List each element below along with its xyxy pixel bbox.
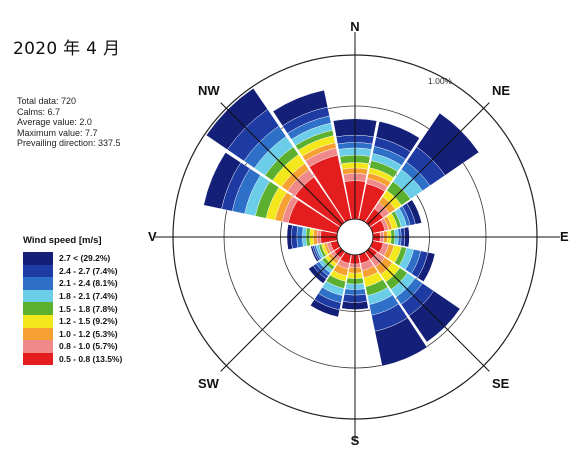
legend-swatch — [23, 302, 53, 315]
chart-title: 2020 年 4 月 — [13, 39, 121, 59]
direction-label-e: E — [560, 229, 569, 244]
legend-item: 0.5 - 0.8 (13.5%) — [23, 352, 123, 366]
legend-swatch — [23, 352, 53, 366]
legend-label: 2.7 < (29.2%) — [59, 253, 111, 264]
legend-item: 2.1 - 2.4 (8.1%) — [23, 277, 122, 290]
legend-swatch — [23, 314, 53, 328]
legend-label: 1.0 - 1.2 (5.3%) — [59, 328, 118, 339]
legend-label: 2.4 - 2.7 (7.4%) — [59, 265, 118, 276]
legend-label: 1.2 - 1.5 (9.2%) — [59, 316, 118, 327]
stat-maximum: Maximum value: 7.7 — [17, 127, 98, 138]
legend-swatch — [23, 289, 53, 303]
direction-label-sw: SW — [198, 376, 220, 391]
polar-axes — [155, 32, 560, 442]
legend-item: 1.0 - 1.2 (5.3%) — [23, 327, 122, 341]
stat-calms: Calms: 6.7 — [17, 106, 61, 117]
sector-wnw-bin-0 — [288, 199, 356, 238]
legend-swatch — [23, 340, 53, 353]
stats-block: Total data: 720 Calms: 6.7 Average value… — [17, 96, 121, 149]
legend-item: 1.5 - 1.8 (7.8%) — [23, 302, 122, 315]
legend-item: 1.2 - 1.5 (9.2%) — [23, 314, 122, 328]
direction-label-s: S — [351, 433, 360, 448]
legend-title: Wind speed [m/s] — [23, 235, 102, 246]
legend-swatch — [23, 277, 53, 290]
direction-label-se: SE — [492, 376, 510, 391]
legend-label: 0.8 - 1.0 (5.7%) — [59, 341, 118, 352]
direction-label-nw: NW — [198, 83, 220, 98]
legend-item: 1.8 - 2.1 (7.4%) — [23, 289, 122, 303]
direction-label-w: V — [148, 229, 157, 244]
legend-swatch — [23, 252, 53, 265]
ring-label: 1.00% — [428, 76, 453, 86]
legend: 2.7 < (29.2%) 2.4 - 2.7 (7.4%) 2.1 - 2.4 (… — [23, 252, 123, 366]
legend-swatch — [23, 327, 53, 341]
sector-nnw-bin-0 — [308, 154, 356, 238]
legend-label: 1.8 - 2.1 (7.4%) — [59, 291, 118, 302]
direction-label-ne: NE — [492, 83, 510, 98]
legend-item: 0.8 - 1.0 (5.7%) — [23, 340, 122, 353]
stat-average: Average value: 2.0 — [17, 117, 92, 127]
legend-swatch — [23, 264, 53, 278]
stat-total-data: Total data: 720 — [17, 96, 77, 106]
calm-circle — [336, 218, 374, 256]
legend-label: 2.1 - 2.4 (8.1%) — [59, 278, 118, 289]
stat-prevailing-direction: Prevailing direction: 337.5 — [17, 138, 121, 148]
legend-item: 2.7 < (29.2%) — [23, 252, 122, 265]
legend-item: 2.4 - 2.7 (7.4%) — [23, 264, 122, 278]
direction-label-n: N — [350, 19, 359, 34]
legend-label: 0.5 - 0.8 (13.5%) — [59, 354, 123, 365]
legend-label: 1.5 - 1.8 (7.8%) — [59, 303, 118, 314]
